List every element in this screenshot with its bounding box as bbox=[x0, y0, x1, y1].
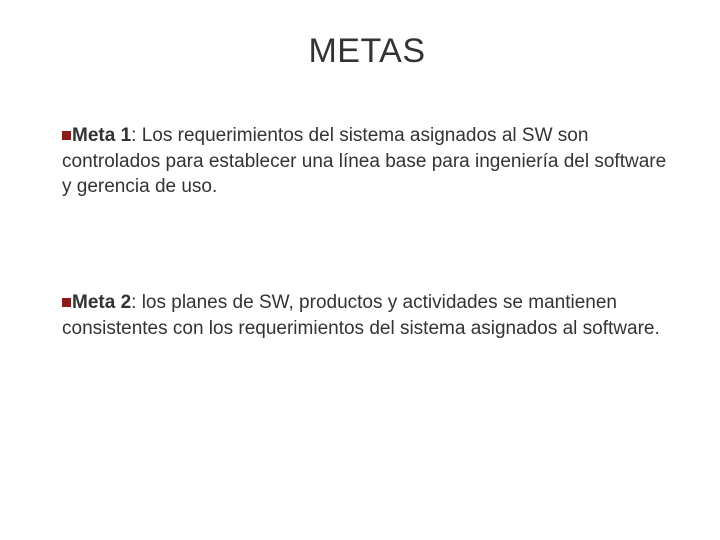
item-text: : los planes de SW, productos y activida… bbox=[62, 292, 660, 339]
item-label: Meta 1 bbox=[72, 125, 131, 146]
bullet-item: Meta 1: Los requerimientos del sistema a… bbox=[62, 123, 672, 200]
slide: METAS Meta 1: Los requerimientos del sis… bbox=[0, 0, 720, 540]
square-bullet-icon bbox=[62, 298, 71, 307]
item-text: : Los requerimientos del sistema asignad… bbox=[62, 125, 666, 197]
item-label: Meta 2 bbox=[72, 292, 131, 313]
square-bullet-icon bbox=[62, 131, 71, 140]
bullet-item: Meta 2: los planes de SW, productos y ac… bbox=[62, 290, 672, 341]
slide-title: METAS bbox=[62, 32, 672, 71]
